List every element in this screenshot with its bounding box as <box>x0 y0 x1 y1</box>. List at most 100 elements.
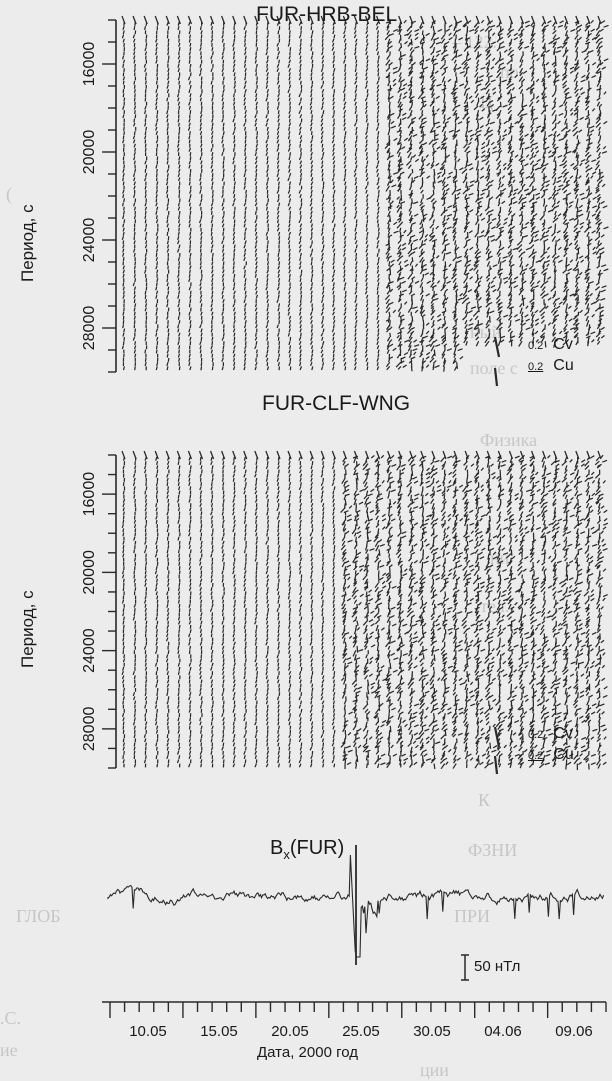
panel2-column-cap <box>431 450 436 460</box>
panel1-column-cap <box>420 15 425 25</box>
panel1-column-cap <box>464 15 469 25</box>
panel1-column-cap <box>121 15 126 25</box>
panel1-column-cap <box>431 15 436 25</box>
panel2-legend-cu: 0.2 Cu <box>528 746 574 764</box>
panel1-column-cap <box>320 15 325 25</box>
panel2-vector-column <box>309 456 314 768</box>
panel2-column-cap <box>553 450 558 460</box>
panel2-column-cap <box>442 450 447 460</box>
panel2-column-cap <box>542 450 547 460</box>
panel2-title: FUR-CLF-WNG <box>262 392 411 415</box>
panel1-column-cap <box>553 15 558 25</box>
panel1-vector-column <box>506 21 521 347</box>
panel1-vector-column <box>342 21 347 371</box>
panel2-column-cap <box>143 450 148 460</box>
panel1-ylabel: Период, с <box>18 204 37 282</box>
panel2-vector-column <box>572 456 587 771</box>
panel1-column-cap <box>276 15 281 25</box>
panel2-vector-column <box>287 456 292 768</box>
panel2-legend-cu-vector <box>493 755 499 775</box>
panel1-vector-column <box>428 20 443 371</box>
panel2-column-cap <box>287 450 292 460</box>
background-text-0: – 122. <box>452 32 497 52</box>
panel2-column-cap <box>453 450 458 460</box>
panel1-vectors <box>121 15 609 372</box>
panel1-vector-column <box>320 21 325 371</box>
background-text-5: поле с <box>470 358 518 378</box>
panel2-column-cap <box>187 450 193 460</box>
background-text-8: тел. <box>480 596 510 616</box>
panel1-vector-column <box>331 21 336 371</box>
panel2-vector-column <box>384 454 399 769</box>
panel1-column-cap <box>453 15 458 25</box>
panel2-vector-column <box>528 455 542 768</box>
panel1-vector-column <box>243 21 248 371</box>
panel2-column-cap <box>575 450 580 460</box>
panel1-vector-column <box>221 21 225 371</box>
panel2-vector-column <box>198 456 203 768</box>
panel1-vector-column <box>198 21 203 371</box>
panel2-column-cap <box>265 450 270 460</box>
panel1-vector-column <box>439 21 454 372</box>
panel1-vector-column <box>560 21 576 346</box>
panel2-vector-column <box>165 456 170 768</box>
panel2-vector-column <box>560 456 576 770</box>
panel2-column-cap <box>309 450 314 460</box>
panel2-ytick-label-2: 24000 <box>81 628 98 673</box>
panel1-vector-column <box>143 21 148 371</box>
panel1-ytick-label-1: 20000 <box>81 130 98 175</box>
panel1-vector-column <box>450 20 465 371</box>
panel1-column-cap <box>331 15 336 25</box>
panel2-legend-cu-label: Cu <box>553 746 574 763</box>
panel2-vector-column <box>594 454 609 769</box>
panel3-title-rest: (FUR) <box>289 837 345 859</box>
panel2-vector-column <box>243 456 248 768</box>
panel2-vectors <box>121 450 609 771</box>
panel2-column-cap <box>375 450 381 460</box>
background-text-6: Физика <box>480 430 538 450</box>
panel2-column-cap <box>331 450 336 460</box>
panel2-column-cap <box>243 450 248 460</box>
panel2-vector-column <box>505 455 520 769</box>
panel2-vector-column <box>132 456 137 768</box>
panel1-column-cap <box>232 15 237 25</box>
panel2-vector-column <box>320 456 325 768</box>
panel2-vector-column <box>428 456 443 770</box>
panel1-ytick-label-0: 16000 <box>81 42 98 87</box>
background-text-11: ГЛОБ <box>16 906 61 926</box>
panel2-column-cap <box>409 450 414 460</box>
panel2-vector-column <box>538 454 554 769</box>
panel1-vector-column <box>121 21 126 371</box>
panel1-column-cap <box>143 15 148 25</box>
panel1-column-cap <box>530 15 536 25</box>
panel1-column-cap <box>375 15 381 25</box>
panel1-vector-column <box>176 21 181 371</box>
panel3-xlabel: Дата, 2000 год <box>257 1044 358 1061</box>
panel1-column-cap <box>154 15 159 25</box>
panel1-column-cap <box>209 15 215 25</box>
panel1-column-cap <box>353 15 359 25</box>
background-text-9: К <box>478 790 491 810</box>
panel3-title: Bx(FUR) <box>270 837 344 862</box>
panel2-vector-column <box>254 456 259 768</box>
panel1-vector-column <box>155 22 159 371</box>
panel1-column-cap <box>309 15 314 25</box>
background-text-4: ный <box>470 322 502 342</box>
background-text-12: ПРИ <box>454 906 491 926</box>
panel1-vector-column <box>309 21 314 371</box>
panel2-vector-column <box>451 454 465 769</box>
panel1-ytick-label-2: 24000 <box>81 218 98 263</box>
panel2-ytick-label-0: 16000 <box>81 472 98 517</box>
panel1-column-cap <box>475 15 480 25</box>
panel2-column-cap <box>276 450 281 460</box>
panel2-column-cap <box>320 450 325 460</box>
panel3-xtick-label-2: 20.05 <box>271 1023 309 1040</box>
panel1-column-cap <box>497 15 502 25</box>
panel1-vector-column <box>483 20 498 347</box>
panel2-vector-column <box>121 456 126 768</box>
panel2-vector-column <box>472 454 487 769</box>
panel2-column-cap <box>586 450 591 460</box>
panel1-column-cap <box>542 15 547 25</box>
